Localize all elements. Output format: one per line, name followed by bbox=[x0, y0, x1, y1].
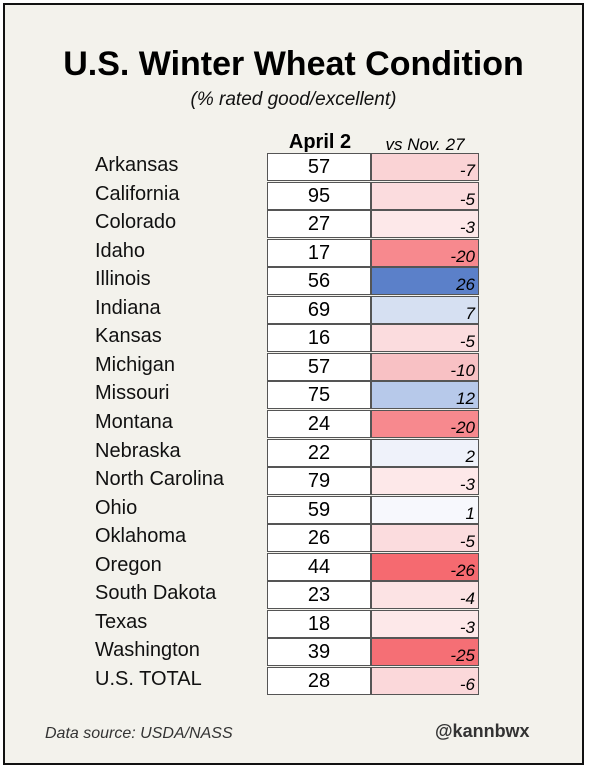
table-row: Indiana 69 7 bbox=[5, 295, 582, 324]
page-title: U.S. Winter Wheat Condition bbox=[63, 45, 524, 83]
current-rating-cell: 23 bbox=[267, 581, 371, 610]
state-name: Texas bbox=[95, 610, 148, 633]
author-handle: @kannbwx bbox=[435, 721, 530, 741]
column-header-current: April 2 bbox=[288, 131, 352, 153]
table-row: Colorado 27 -3 bbox=[5, 210, 582, 239]
state-name: Idaho bbox=[95, 239, 146, 262]
current-rating-cell: 16 bbox=[267, 324, 371, 353]
table-row: Washington 39 -25 bbox=[5, 638, 582, 667]
state-name: Ohio bbox=[95, 496, 138, 519]
column-header-change: vs Nov. 27 bbox=[385, 135, 465, 154]
change-cell: -3 bbox=[371, 210, 479, 239]
state-name: Nebraska bbox=[95, 439, 181, 462]
change-cell: -5 bbox=[371, 181, 479, 210]
table-row: South Dakota 23 -4 bbox=[5, 581, 582, 610]
state-name: Washington bbox=[95, 639, 200, 662]
table-row: Missouri 75 12 bbox=[5, 381, 582, 410]
change-cell: 1 bbox=[371, 495, 479, 524]
state-name: Indiana bbox=[95, 296, 161, 319]
change-cell: 2 bbox=[371, 438, 479, 467]
current-rating-cell: 27 bbox=[267, 210, 371, 239]
table-row: Nebraska 22 2 bbox=[5, 438, 582, 467]
current-rating-cell: 28 bbox=[267, 666, 371, 695]
change-cell: -4 bbox=[371, 581, 479, 610]
state-name: Colorado bbox=[95, 211, 177, 234]
change-cell: -25 bbox=[371, 638, 479, 667]
state-name: U.S. TOTAL bbox=[95, 667, 202, 690]
table-row: Arkansas 57 -7 bbox=[5, 153, 582, 181]
condition-card: U.S. Winter Wheat Condition (% rated goo… bbox=[3, 3, 584, 765]
current-rating-cell: 17 bbox=[267, 238, 371, 267]
change-cell: 12 bbox=[371, 381, 479, 410]
state-name: Michigan bbox=[95, 353, 176, 376]
state-name: South Dakota bbox=[95, 582, 217, 605]
current-rating-cell: 56 bbox=[267, 267, 371, 296]
current-rating-cell: 79 bbox=[267, 467, 371, 496]
state-name: Kansas bbox=[95, 325, 162, 348]
current-rating-cell: 69 bbox=[267, 295, 371, 324]
current-rating-cell: 75 bbox=[267, 381, 371, 410]
state-name: Oregon bbox=[95, 553, 162, 576]
current-rating-cell: 57 bbox=[267, 153, 371, 181]
change-cell: -7 bbox=[371, 153, 479, 181]
table-row: Illinois 56 26 bbox=[5, 267, 582, 296]
state-name: Montana bbox=[95, 410, 173, 433]
data-source-note: Data source: USDA/NASS bbox=[45, 725, 233, 742]
table-row: Oklahoma 26 -5 bbox=[5, 524, 582, 553]
table-row: North Carolina 79 -3 bbox=[5, 467, 582, 496]
current-rating-cell: 18 bbox=[267, 609, 371, 638]
change-cell: 7 bbox=[371, 295, 479, 324]
table-row: Michigan 57 -10 bbox=[5, 352, 582, 381]
current-rating-cell: 95 bbox=[267, 181, 371, 210]
table-row: Texas 18 -3 bbox=[5, 609, 582, 638]
current-rating-cell: 57 bbox=[267, 352, 371, 381]
state-name: Oklahoma bbox=[95, 525, 187, 548]
change-cell: -3 bbox=[371, 609, 479, 638]
page-subtitle: (% rated good/excellent) bbox=[190, 89, 397, 110]
change-cell: 26 bbox=[371, 267, 479, 296]
current-rating-cell: 39 bbox=[267, 638, 371, 667]
state-name: North Carolina bbox=[95, 468, 224, 491]
change-cell: -10 bbox=[371, 352, 479, 381]
state-name: Missouri bbox=[95, 382, 170, 405]
change-cell: -26 bbox=[371, 552, 479, 581]
current-rating-cell: 26 bbox=[267, 524, 371, 553]
table-row: Idaho 17 -20 bbox=[5, 238, 582, 267]
table-row: Kansas 16 -5 bbox=[5, 324, 582, 353]
change-cell: -20 bbox=[371, 409, 479, 438]
table-row: U.S. TOTAL 28 -6 bbox=[5, 666, 582, 695]
change-cell: -5 bbox=[371, 324, 479, 353]
table-row: California 95 -5 bbox=[5, 181, 582, 210]
state-name: Illinois bbox=[95, 268, 151, 291]
current-rating-cell: 59 bbox=[267, 495, 371, 524]
current-rating-cell: 44 bbox=[267, 552, 371, 581]
change-cell: -3 bbox=[371, 467, 479, 496]
change-cell: -20 bbox=[371, 238, 479, 267]
state-name: Arkansas bbox=[95, 154, 179, 176]
current-rating-cell: 24 bbox=[267, 409, 371, 438]
table-row: Oregon 44 -26 bbox=[5, 552, 582, 581]
table-row: Ohio 59 1 bbox=[5, 495, 582, 524]
state-name: California bbox=[95, 182, 180, 205]
change-cell: -6 bbox=[371, 666, 479, 695]
current-rating-cell: 22 bbox=[267, 438, 371, 467]
table-row: Montana 24 -20 bbox=[5, 409, 582, 438]
change-cell: -5 bbox=[371, 524, 479, 553]
